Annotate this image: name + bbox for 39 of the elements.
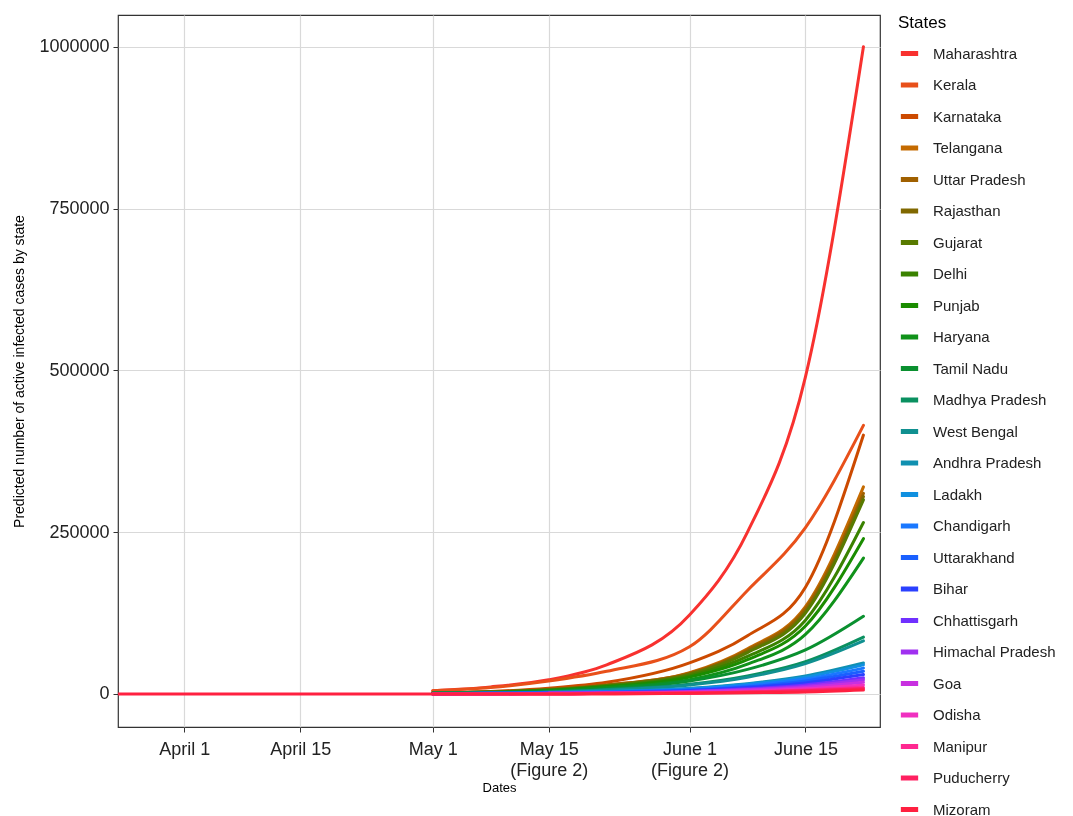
legend-label: Goa [933, 674, 963, 692]
legend-label: Odisha [933, 706, 982, 723]
legend-label: Gujarat [933, 233, 984, 251]
legend-label: West Bengal [933, 422, 1018, 440]
y-axis-title: Predicted number of active infected cases by state [11, 214, 28, 528]
x-axis-title: Dates [482, 779, 517, 795]
legend-label: Rajasthan [933, 202, 1001, 219]
legend-title: States [898, 13, 947, 32]
x-tick-label: May 15 (Figure 2) [510, 738, 589, 780]
x-tick-label: June 1 (Figure 2) [650, 738, 730, 780]
legend-label: Madhya Pradesh [933, 391, 1047, 408]
legend-label: Karnataka [933, 107, 1003, 125]
legend-label: Maharashtra [933, 44, 1018, 62]
legend-label: Delhi [933, 265, 968, 282]
legend-label: Ladakh [933, 485, 983, 503]
legend-label: Bihar [933, 580, 969, 597]
x-tick-label: May 1 [408, 738, 458, 759]
legend-label: Mizoram [933, 800, 991, 816]
x-tick-label: June 15 [773, 738, 838, 759]
x-tick-label: April 1 [159, 738, 211, 759]
legend-label: Punjab [933, 296, 980, 314]
y-tick-label: 250000 [49, 521, 110, 542]
legend-label: Kerala [933, 76, 978, 93]
legend-label: Uttar Pradesh [933, 170, 1026, 188]
legend-label: Manipur [933, 737, 988, 755]
y-tick-label: 500000 [49, 359, 110, 380]
legend-label: Uttarakhand [933, 548, 1015, 566]
legend-label: Haryana [933, 328, 991, 345]
y-tick-label: 1000000 [39, 36, 110, 57]
y-tick-label: 0 [99, 683, 110, 704]
legend-label: Himachal Pradesh [933, 643, 1056, 660]
x-tick-label: April 15 [270, 738, 332, 759]
legend-label: Tamil Nadu [933, 359, 1009, 377]
y-tick-label: 750000 [49, 198, 110, 219]
legend-label: Telangana [933, 139, 1003, 156]
legend-label: Andhra Pradesh [933, 454, 1042, 471]
legend-label: Chandigarh [933, 517, 1011, 534]
legend-label: Chhattisgarh [933, 611, 1019, 629]
legend-label: Puducherry [933, 769, 1011, 786]
